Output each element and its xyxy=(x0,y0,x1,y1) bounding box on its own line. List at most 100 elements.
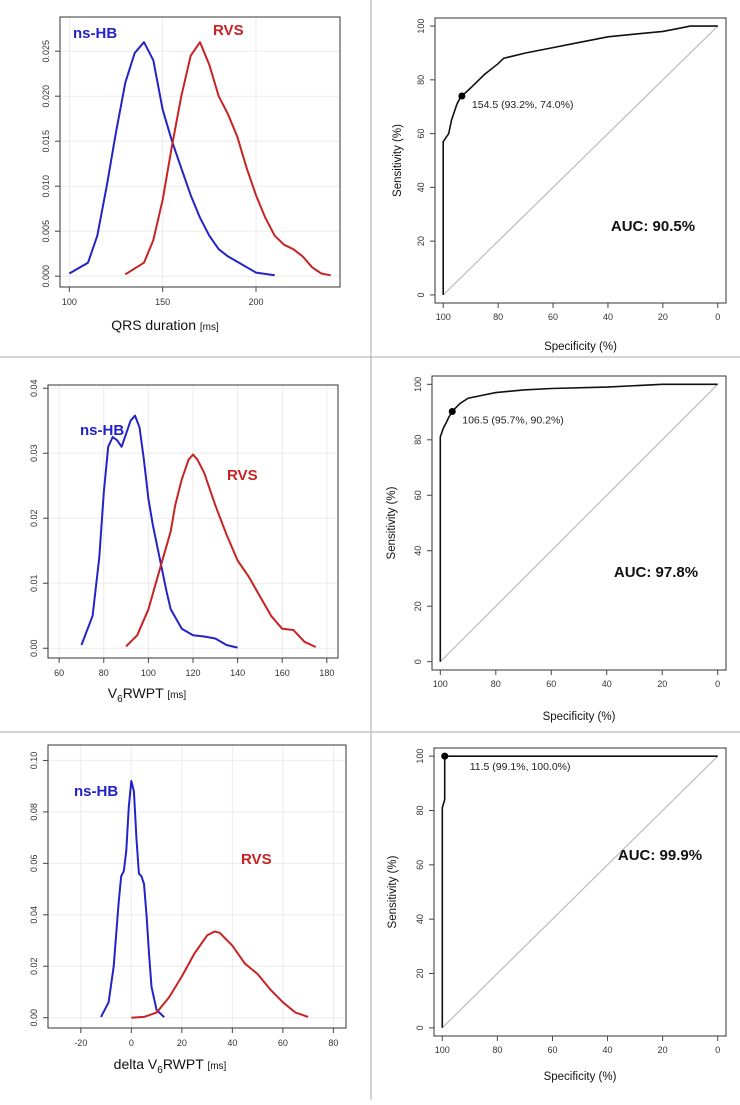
x-tick-label: 100 xyxy=(433,679,448,689)
x-tick-label: 80 xyxy=(328,1038,338,1048)
x-tick-label: 20 xyxy=(177,1038,187,1048)
x-tick-label: 60 xyxy=(278,1038,288,1048)
y-tick-label: 0.02 xyxy=(29,509,39,527)
x-tick-label: 0 xyxy=(715,1045,720,1055)
x-axis-unit: [ms] xyxy=(207,1061,226,1072)
y-tick-label: 0.06 xyxy=(29,855,39,873)
auc-label: AUC: 97.8% xyxy=(614,564,698,581)
y-tick-label: 0.04 xyxy=(29,379,39,397)
x-tick-label: 80 xyxy=(99,668,109,678)
x-tick-label: 60 xyxy=(54,668,64,678)
y-tick-label: 0.03 xyxy=(29,444,39,462)
y-tick-label: 80 xyxy=(413,435,423,445)
x-tick-label: 100 xyxy=(435,1045,450,1055)
x-tick-label: 0 xyxy=(129,1038,134,1048)
roc-curve xyxy=(442,25,718,295)
x-axis-label: V6RWPT [ms] xyxy=(108,685,187,705)
x-tick-label: -20 xyxy=(74,1038,87,1048)
x-axis-label-subscript: 6 xyxy=(117,694,123,705)
gridlines xyxy=(60,17,340,287)
x-tick-label: 180 xyxy=(319,668,334,678)
reference-diagonal xyxy=(442,25,719,296)
x-tick-label: 60 xyxy=(548,312,558,322)
x-tick-label: 0 xyxy=(715,312,720,322)
auc-label: AUC: 99.9% xyxy=(618,847,702,864)
y-tick-label: 60 xyxy=(415,860,425,870)
series-ns-hb-line xyxy=(68,41,275,277)
y-tick-label: 20 xyxy=(413,601,423,611)
series-rvs-line xyxy=(125,453,317,648)
x-axis-label: QRS duration [ms] xyxy=(111,317,219,333)
x-tick-label: 40 xyxy=(227,1038,237,1048)
y-tick-label: 0.015 xyxy=(41,130,51,153)
series-label-ns-hb: ns-HB xyxy=(73,25,117,42)
y-axis-label: Sensitivity (%) xyxy=(387,855,399,928)
reference-diagonal xyxy=(439,383,719,663)
y-tick-label: 0.00 xyxy=(29,1009,39,1027)
x-tick-label: 40 xyxy=(602,679,612,689)
series-label-ns-hb: ns-HB xyxy=(74,783,118,800)
plot-frame xyxy=(47,744,347,1029)
y-tick-label: 0.00 xyxy=(29,639,39,657)
plot-frame xyxy=(59,16,341,288)
y-tick-label: 100 xyxy=(415,749,425,764)
y-tick-label: 0 xyxy=(413,659,423,664)
x-tick-label: 150 xyxy=(155,297,170,307)
series-label-rvs: RVS xyxy=(227,467,258,484)
density-panel-1: 0.000 0.005 0.010 0.015 0.020 0.025 100 150 200 n… xyxy=(41,16,341,333)
x-axis-label: Specificity (%) xyxy=(544,341,617,353)
x-tick-label: 120 xyxy=(185,668,200,678)
y-tick-label: 20 xyxy=(415,969,425,979)
series-label-ns-hb: ns-HB xyxy=(80,422,124,439)
x-tick-label: 200 xyxy=(248,297,263,307)
y-tick-label: 40 xyxy=(416,182,426,192)
y-tick-label: 20 xyxy=(416,236,426,246)
x-tick-label: 80 xyxy=(493,312,503,322)
plot-frame xyxy=(434,17,727,304)
x-axis-unit: [ms] xyxy=(167,690,186,701)
y-tick-label: 0.010 xyxy=(41,175,51,198)
x-tick-label: 40 xyxy=(603,312,613,322)
threshold-label: 11.5 (99.1%, 100.0%) xyxy=(470,761,571,773)
threshold-point xyxy=(448,408,456,416)
x-axis-label-text: V xyxy=(108,685,118,701)
y-tick-label: 0.04 xyxy=(29,906,39,924)
x-tick-label: 80 xyxy=(491,679,501,689)
x-tick-label: 20 xyxy=(657,679,667,689)
density-panel-3: 0.00 0.02 0.04 0.06 0.08 0.10 -20 0 20 40 60 80 ns-H… xyxy=(29,744,347,1076)
threshold-point xyxy=(458,92,466,100)
y-tick-label: 80 xyxy=(416,75,426,85)
x-tick-label: 0 xyxy=(715,679,720,689)
y-tick-label: 40 xyxy=(415,914,425,924)
y-tick-label: 0.025 xyxy=(41,40,51,63)
plot-frame xyxy=(431,375,727,671)
gridlines xyxy=(48,385,338,658)
series-rvs-line xyxy=(124,41,331,277)
y-tick-label: 80 xyxy=(415,805,425,815)
y-tick-label: 100 xyxy=(413,377,423,392)
x-axis-label-text: QRS duration xyxy=(111,317,200,333)
x-tick-label: 40 xyxy=(603,1045,613,1055)
roc-panel-2: 0 20 40 60 80 100 100 80 60 40 20 0 106.5 (95.7%, 90… xyxy=(386,375,727,723)
threshold-point xyxy=(441,752,449,760)
density-panel-2: 0.00 0.01 0.02 0.03 0.04 60 80 100 120 140 160 180 n… xyxy=(29,379,339,705)
x-axis-label: delta V6RWPT [ms] xyxy=(114,1056,227,1076)
y-tick-label: 0.08 xyxy=(29,803,39,821)
roc-curve xyxy=(441,755,718,1028)
y-tick-label: 0 xyxy=(416,292,426,297)
reference-diagonal xyxy=(441,755,719,1029)
roc-panel-3: 0 20 40 60 80 100 100 80 60 40 20 0 11.5 (99.1%, 100… xyxy=(387,747,727,1083)
series-label-rvs: RVS xyxy=(213,22,244,39)
x-tick-label: 160 xyxy=(275,668,290,678)
x-tick-label: 80 xyxy=(492,1045,502,1055)
y-tick-label: 60 xyxy=(413,490,423,500)
y-tick-label: 0.020 xyxy=(41,85,51,108)
y-tick-label: 0.000 xyxy=(41,265,51,288)
x-axis-label: Specificity (%) xyxy=(543,711,616,723)
x-axis-label-text: RWPT xyxy=(163,1056,208,1072)
x-tick-label: 20 xyxy=(658,312,668,322)
x-tick-label: 60 xyxy=(547,1045,557,1055)
